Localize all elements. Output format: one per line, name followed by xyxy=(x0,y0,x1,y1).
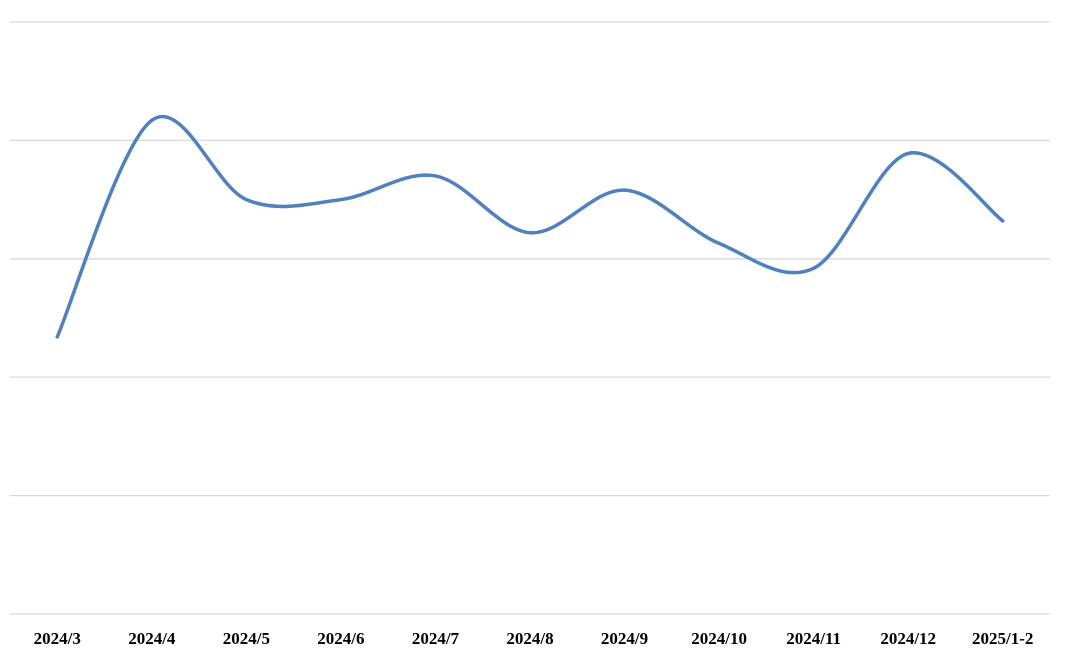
x-tick-label: 2024/3 xyxy=(34,629,81,648)
x-tick-label: 2024/4 xyxy=(128,629,176,648)
x-tick-label: 2024/9 xyxy=(601,629,648,648)
x-tick-label: 2024/8 xyxy=(506,629,553,648)
x-tick-label: 2024/6 xyxy=(317,629,364,648)
data-line xyxy=(55,115,1005,339)
x-tick-label: 2024/11 xyxy=(786,629,841,648)
x-tick-label: 2025/1-2 xyxy=(972,629,1033,648)
x-tick-label: 2024/7 xyxy=(412,629,460,648)
x-tick-label: 2024/10 xyxy=(691,629,747,648)
x-tick-label: 2024/12 xyxy=(880,629,936,648)
x-tick-label: 2024/5 xyxy=(223,629,270,648)
